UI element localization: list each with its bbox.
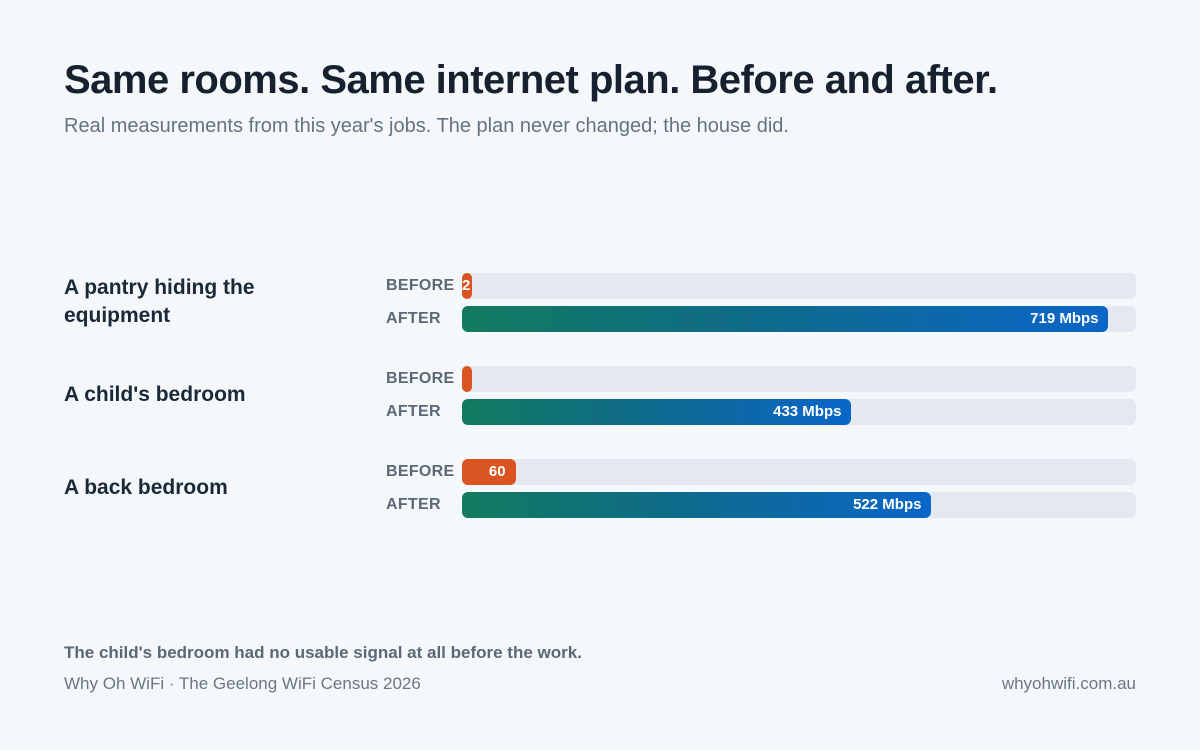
category-label: A back bedroom [64,476,228,499]
bar-track: 719 Mbps [462,306,1136,332]
source-credit: Why Oh WiFi · The Geelong WiFi Census 20… [64,674,421,693]
series-label-before: BEFORE [386,463,455,480]
bar-track [462,366,1136,392]
bar-value-label: 60 [488,463,506,480]
series-label-before: BEFORE [386,277,455,294]
chart-subtitle: Real measurements from this year's jobs.… [64,115,789,137]
bar-track: 2 [462,273,1136,299]
series-label-after: AFTER [386,496,441,513]
bar-track: 433 Mbps [462,399,1136,425]
series-label-after: AFTER [386,310,441,327]
bar-after: 433 Mbps [462,399,852,425]
bar-after: 522 Mbps [462,492,932,518]
bar-value-label: 522 Mbps [853,496,922,513]
bar-before: 60 [462,459,516,485]
series-label-after: AFTER [386,403,441,420]
category-label: A pantry hiding the equipment [64,276,255,327]
bar-track: 522 Mbps [462,492,1136,518]
chart-title: Same rooms. Same internet plan. Before a… [64,58,998,102]
bar-value-label: 433 Mbps [773,403,842,420]
bar-track: 60 [462,459,1136,485]
footnote: The child's bedroom had no usable signal… [64,643,582,662]
bar-after: 719 Mbps [462,306,1109,332]
series-label-before: BEFORE [386,370,455,387]
website-link[interactable]: whyohwifi.com.au [1001,674,1136,693]
bar-value-label: 719 Mbps [1030,310,1099,327]
bar-before [462,366,472,392]
bar-before: 2 [462,273,472,299]
category-label: A child's bedroom [64,383,246,406]
